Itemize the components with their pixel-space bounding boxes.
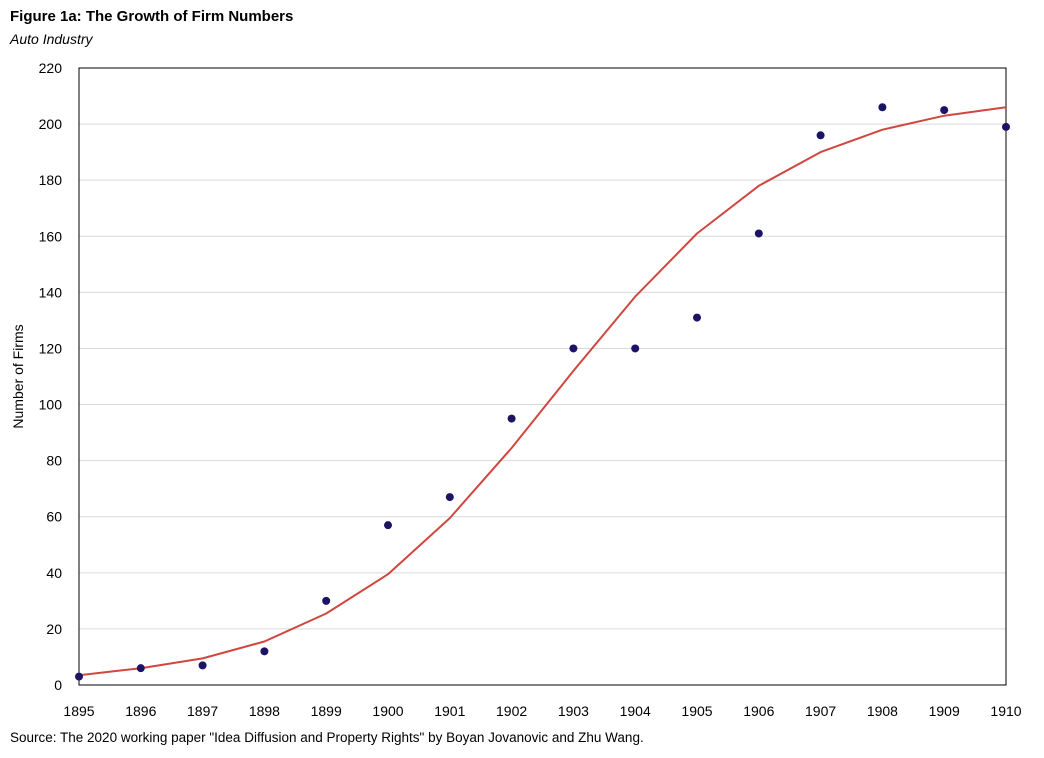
- data-point: [445, 493, 454, 502]
- y-tick-label: 140: [39, 284, 63, 300]
- x-tick-label: 1903: [558, 703, 589, 719]
- x-tick-label: 1904: [620, 703, 651, 719]
- x-tick-label: 1902: [496, 703, 527, 719]
- y-tick-label: 0: [54, 677, 62, 693]
- y-tick-label: 20: [46, 621, 62, 637]
- chart-title: Figure 1a: The Growth of Firm Numbers: [10, 8, 294, 25]
- data-point: [940, 106, 949, 115]
- y-tick-label: 220: [39, 60, 63, 76]
- source-note: Source: The 2020 working paper "Idea Dif…: [10, 730, 644, 745]
- plot-area-frame: [78, 67, 1007, 686]
- x-tick-label: 1907: [805, 703, 836, 719]
- data-point: [816, 131, 825, 140]
- data-point: [260, 647, 269, 656]
- data-point: [507, 414, 516, 423]
- trend-line: [78, 106, 1007, 677]
- data-point: [75, 672, 83, 681]
- y-axis-ticks: 0 20 40 60 80 100 120 140 160 180 200 220: [39, 60, 63, 693]
- y-tick-label: 160: [39, 228, 63, 244]
- x-tick-label: 1901: [434, 703, 465, 719]
- x-tick-label: 1898: [249, 703, 280, 719]
- x-tick-label: 1897: [187, 703, 218, 719]
- y-tick-label: 100: [39, 397, 63, 413]
- x-tick-label: 1896: [125, 703, 156, 719]
- data-point: [1002, 122, 1010, 131]
- x-axis-ticks: 1895 1896 1897 1898 1899 1900 1901 1902 1903 1904…: [63, 703, 1021, 719]
- y-axis-label: Number of Firms: [10, 324, 26, 428]
- x-tick-label: 1910: [990, 703, 1021, 719]
- y-tick-label: 180: [39, 172, 63, 188]
- y-tick-label: 60: [46, 509, 62, 525]
- y-tick-label: 120: [39, 340, 63, 356]
- x-tick-label: 1906: [743, 703, 774, 719]
- x-tick-label: 1895: [63, 703, 94, 719]
- x-tick-label: 1909: [929, 703, 960, 719]
- data-point: [198, 661, 207, 670]
- data-point: [878, 103, 887, 112]
- data-point: [384, 521, 392, 530]
- data-points: [75, 103, 1010, 681]
- x-tick-label: 1905: [681, 703, 712, 719]
- chart-subtitle: Auto Industry: [10, 31, 93, 47]
- fitted-curve: [78, 106, 1007, 677]
- data-point: [631, 344, 640, 353]
- data-point: [754, 229, 763, 238]
- x-tick-label: 1908: [867, 703, 898, 719]
- data-point: [322, 596, 331, 605]
- gridlines: [79, 123, 1006, 630]
- data-point: [693, 313, 701, 322]
- data-point: [569, 344, 578, 353]
- x-tick-label: 1899: [311, 703, 342, 719]
- y-tick-label: 40: [46, 565, 62, 581]
- y-tick-label: 80: [46, 453, 62, 469]
- data-point: [136, 664, 145, 673]
- y-tick-label: 200: [39, 116, 63, 132]
- x-tick-label: 1900: [372, 703, 403, 719]
